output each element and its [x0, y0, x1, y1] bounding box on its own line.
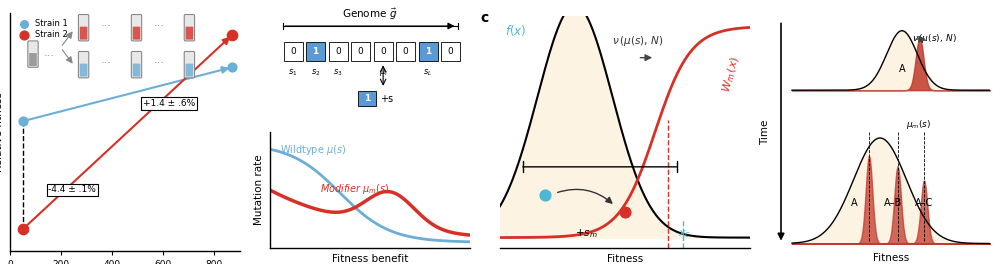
- Text: c: c: [480, 11, 488, 25]
- Text: $s_1$: $s_1$: [288, 67, 298, 78]
- Point: [15, 119, 31, 123]
- Legend: Strain 1, Strain 2: Strain 1, Strain 2: [14, 17, 69, 40]
- X-axis label: Fitness benefit: Fitness benefit: [332, 254, 408, 264]
- Text: Wildtype $\mu(s)$: Wildtype $\mu(s)$: [280, 143, 346, 157]
- FancyBboxPatch shape: [80, 27, 87, 40]
- Text: A: A: [899, 64, 905, 74]
- FancyBboxPatch shape: [186, 64, 193, 77]
- Text: $s_3$: $s_3$: [333, 67, 343, 78]
- Text: ...: ...: [101, 18, 112, 29]
- Text: 1: 1: [312, 47, 319, 56]
- Y-axis label: Relative fitness: Relative fitness: [0, 92, 4, 172]
- Text: 1: 1: [425, 47, 431, 56]
- FancyBboxPatch shape: [419, 42, 438, 61]
- Text: ...: ...: [44, 48, 55, 58]
- Text: $W_m\,(x)$: $W_m\,(x)$: [720, 54, 743, 93]
- Text: ...: ...: [154, 18, 165, 29]
- Point: [537, 193, 553, 197]
- Text: $s_2$: $s_2$: [311, 67, 320, 78]
- Text: $\nu\,(\mu(s),\, N)$: $\nu\,(\mu(s),\, N)$: [912, 32, 957, 45]
- FancyBboxPatch shape: [29, 53, 37, 66]
- Text: $\nu\,(\mu(s),\, N)$: $\nu\,(\mu(s),\, N)$: [612, 34, 664, 48]
- FancyBboxPatch shape: [131, 15, 142, 41]
- Text: 0: 0: [290, 47, 296, 56]
- Text: $x_c$: $x_c$: [678, 229, 691, 240]
- Point: [224, 65, 240, 69]
- Text: $+s_m$: $+s_m$: [575, 228, 598, 240]
- FancyBboxPatch shape: [78, 51, 89, 78]
- FancyBboxPatch shape: [358, 91, 376, 106]
- FancyBboxPatch shape: [133, 64, 140, 77]
- Text: Modifier $\mu_m(s)$: Modifier $\mu_m(s)$: [320, 182, 389, 196]
- Text: 0: 0: [358, 47, 364, 56]
- Text: -4.4 ± .1%: -4.4 ± .1%: [48, 186, 96, 195]
- FancyBboxPatch shape: [186, 27, 193, 40]
- Text: 0: 0: [335, 47, 341, 56]
- Text: 1: 1: [364, 94, 370, 103]
- FancyBboxPatch shape: [184, 15, 195, 41]
- Text: 0: 0: [448, 47, 454, 56]
- Text: $\mu_i$: $\mu_i$: [379, 67, 388, 78]
- FancyBboxPatch shape: [133, 27, 140, 40]
- Text: 0: 0: [403, 47, 409, 56]
- FancyBboxPatch shape: [374, 42, 393, 61]
- Text: A–C: A–C: [915, 198, 933, 208]
- FancyBboxPatch shape: [306, 42, 325, 61]
- Text: $s_L$: $s_L$: [423, 67, 433, 78]
- Point: [617, 210, 633, 214]
- FancyBboxPatch shape: [329, 42, 348, 61]
- FancyBboxPatch shape: [351, 42, 370, 61]
- Text: Time: Time: [760, 119, 770, 145]
- FancyBboxPatch shape: [284, 42, 302, 61]
- Text: $f(x)$: $f(x)$: [505, 23, 526, 38]
- X-axis label: Fitness: Fitness: [607, 254, 643, 264]
- Y-axis label: Mutation rate: Mutation rate: [254, 155, 264, 225]
- Text: 0: 0: [380, 47, 386, 56]
- Point: [224, 33, 240, 37]
- FancyBboxPatch shape: [78, 15, 89, 41]
- Point: [15, 227, 31, 231]
- Text: +s: +s: [380, 94, 393, 104]
- FancyBboxPatch shape: [396, 42, 415, 61]
- Text: A–B: A–B: [884, 198, 903, 208]
- Text: ...: ...: [154, 55, 165, 65]
- FancyBboxPatch shape: [131, 51, 142, 78]
- Text: Fitness: Fitness: [873, 253, 909, 263]
- Text: A: A: [851, 198, 858, 208]
- Text: ...: ...: [101, 55, 112, 65]
- FancyBboxPatch shape: [184, 51, 195, 78]
- FancyBboxPatch shape: [28, 41, 38, 67]
- Text: Genome $\vec{g}$: Genome $\vec{g}$: [342, 7, 398, 22]
- Text: $\mu_m(s)$: $\mu_m(s)$: [906, 118, 932, 131]
- FancyBboxPatch shape: [441, 42, 460, 61]
- FancyBboxPatch shape: [80, 64, 87, 77]
- Text: +1.4 ± .6%: +1.4 ± .6%: [143, 99, 195, 108]
